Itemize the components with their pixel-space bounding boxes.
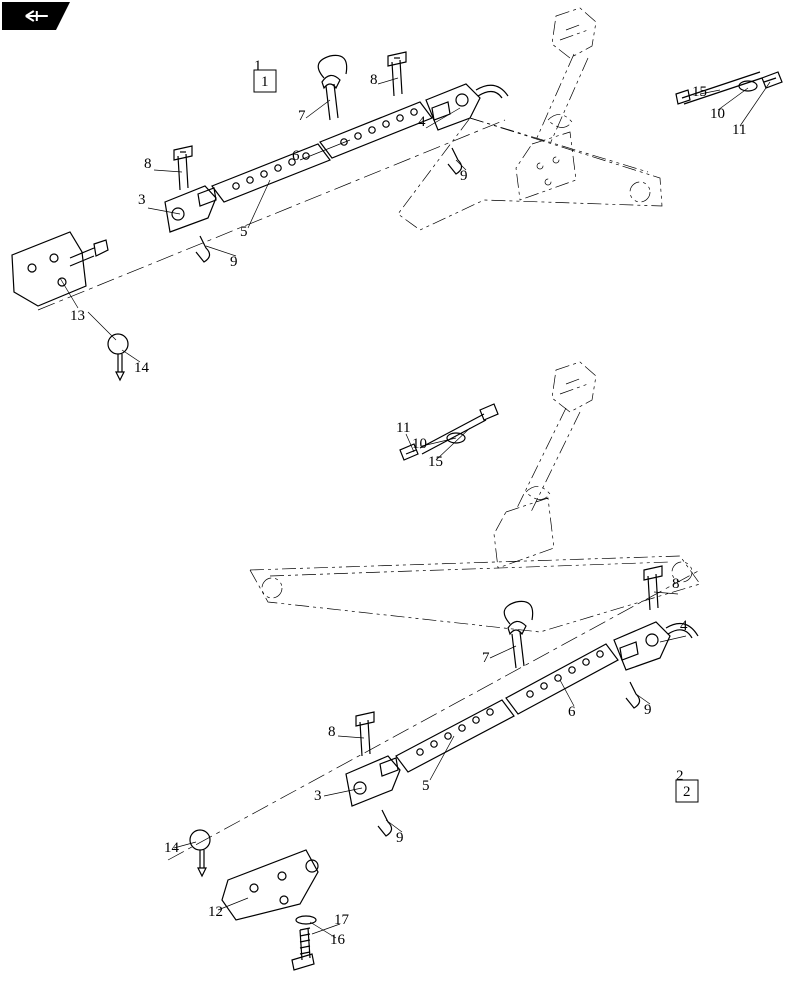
callout-4: 4 [418,114,426,130]
callout-7: 7 [482,650,490,666]
callout-3: 3 [138,192,146,208]
callout-9: 9 [644,702,652,718]
callout-10: 10 [412,436,427,452]
callout-2: 2 [676,768,684,784]
callout-15: 15 [692,84,707,100]
callout-14: 14 [134,360,150,376]
callout-9: 9 [396,830,404,846]
callout-10: 10 [710,106,725,122]
callout-4: 4 [680,618,688,634]
corner-badge [2,2,70,30]
callout-5: 5 [422,778,430,794]
callout-17: 17 [334,912,350,928]
callout-13: 13 [70,308,85,324]
callout-8: 8 [672,576,680,592]
callout-6: 6 [568,704,576,720]
assembly-top: 134567889910111314151 [12,8,782,380]
callout-15: 15 [428,454,443,470]
callout-11: 11 [396,420,410,436]
callout-8: 8 [328,724,336,740]
callout-8: 8 [370,72,378,88]
technical-drawing: 1345678899101113141512345678899101112141… [0,0,812,1000]
callout-14: 14 [164,840,180,856]
assembly-bottom: 2 3 4 5 6 7 8 8 9 9 1011 12 14 15 16 17 2 [164,362,700,970]
callout-6: 6 [292,148,300,164]
callout-16: 16 [330,932,346,948]
callout-1: 1 [254,58,262,74]
group-label-2: 2 [683,784,691,800]
callout-5: 5 [240,224,248,240]
callout-7: 7 [298,108,306,124]
group-label-1: 1 [261,74,269,90]
callout-11: 11 [732,122,746,138]
callout-8: 8 [144,156,152,172]
callout-3: 3 [314,788,322,804]
callout-9: 9 [230,254,238,270]
callout-12: 12 [208,904,223,920]
callout-9: 9 [460,168,468,184]
